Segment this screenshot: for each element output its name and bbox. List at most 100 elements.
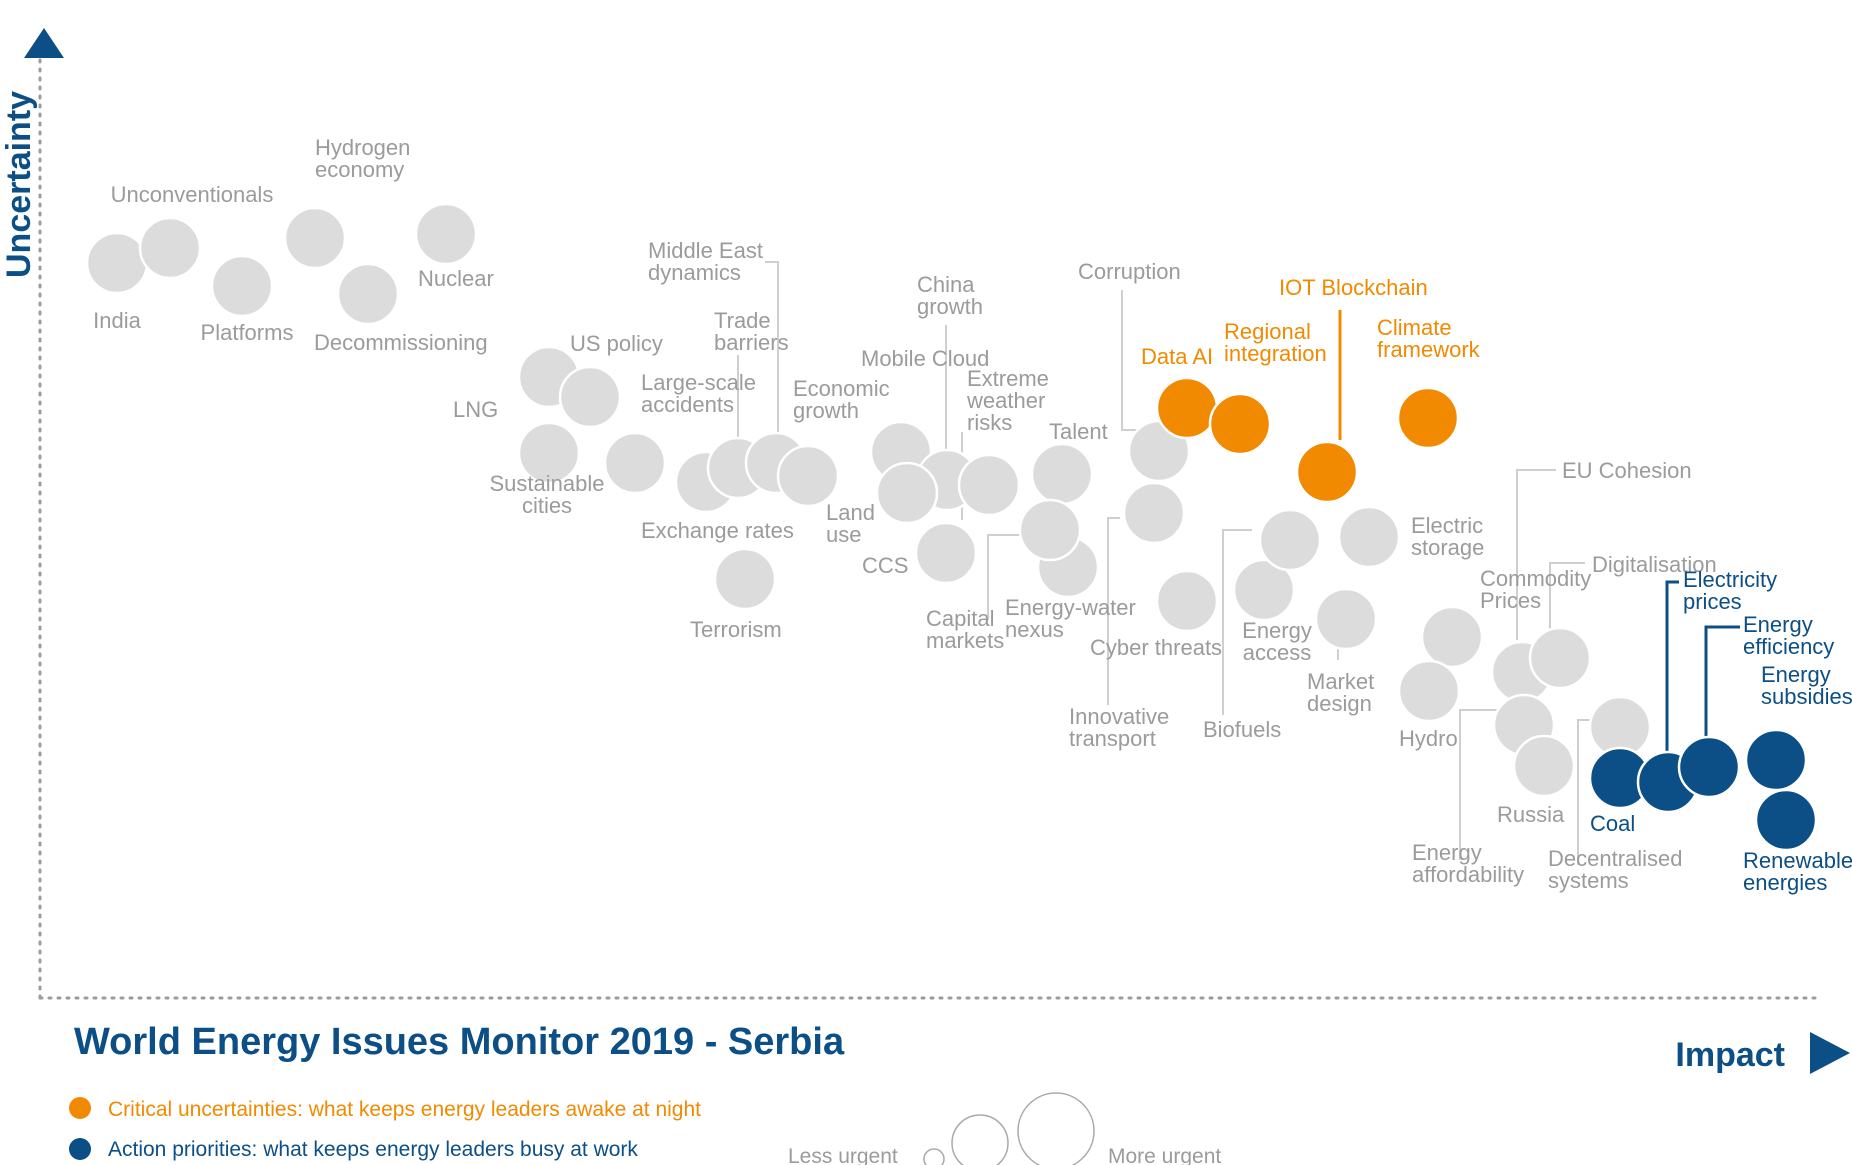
label-talent: Talent	[1049, 419, 1108, 444]
legend-critical-marker	[69, 1097, 91, 1119]
legend: Critical uncertainties: what keeps energ…	[69, 1092, 1221, 1165]
bubble-sustainable-cities	[517, 421, 581, 485]
legend-size-more-label: More urgent	[1108, 1145, 1221, 1165]
label-eu-cohesion: EU Cohesion	[1562, 458, 1692, 483]
label-cyber-threats: Cyber threats	[1090, 635, 1222, 660]
bubble-renewable-energies	[1754, 788, 1818, 852]
bubble-platforms	[210, 254, 274, 318]
label-renewable-energies: Renewable energies	[1743, 848, 1852, 895]
label-nuclear: Nuclear	[418, 266, 494, 291]
bubble-india	[85, 231, 149, 295]
leader-line	[765, 261, 779, 470]
label-energy-efficiency: Energy efficiency	[1743, 612, 1834, 659]
bubble-hydrogen-economy	[283, 206, 347, 270]
label-commodity-prices: Commodity Prices	[1480, 566, 1591, 613]
y-axis-label: Uncertainty	[0, 91, 38, 278]
bubble-energy-access	[1232, 558, 1296, 622]
label-corruption: Corruption	[1078, 259, 1181, 284]
bubble-biofuels	[1258, 508, 1322, 572]
leader-line-energy-efficiency	[1704, 625, 1740, 740]
bubble-large-scale-accidents	[603, 431, 667, 495]
bubble-hydro	[1397, 659, 1461, 723]
label-market-design: Market design	[1307, 669, 1374, 716]
label-hydrogen-economy: Hydrogen economy	[315, 135, 410, 182]
legend-size-small-circle	[923, 1148, 945, 1165]
leader-line	[1459, 709, 1500, 860]
bubble-capital-markets	[1018, 498, 1082, 562]
x-axis-label: Impact	[1675, 1036, 1785, 1074]
label-extreme-weather-risks: Extreme weather risks	[966, 366, 1049, 435]
bubble-market-design	[1314, 587, 1378, 651]
label-biofuels: Biofuels	[1203, 717, 1281, 742]
label-trade-barriers: Trade barriers	[714, 308, 789, 355]
bubble-climate-framework	[1396, 386, 1460, 450]
bubble-energy-efficiency	[1677, 735, 1741, 799]
bubble-cyber-threats	[1155, 569, 1219, 633]
label-data-ai: Data AI	[1141, 344, 1213, 369]
label-capital-markets: Capital markets	[926, 606, 1004, 653]
bubble-terrorism	[713, 547, 777, 611]
bubble-energy-subsidies	[1744, 728, 1808, 792]
label-us-policy: US policy	[570, 331, 663, 356]
leader-line	[987, 534, 1020, 620]
leader-lines-action	[1665, 580, 1740, 760]
x-axis-arrow-icon	[1810, 1032, 1850, 1074]
leader-line	[1516, 469, 1556, 640]
bubble-unconventionals	[138, 216, 202, 280]
label-climate-framework: Climate framework	[1377, 315, 1481, 362]
label-ccs: CCS	[862, 553, 908, 578]
bubble-economic-growth	[776, 444, 840, 508]
bubble-land-use	[875, 461, 939, 525]
label-lng: LNG	[453, 397, 498, 422]
bubble-data-ai	[1155, 376, 1219, 440]
legend-action-marker	[69, 1138, 91, 1160]
bubble-electric-storage	[1337, 505, 1401, 569]
bubble-digitalisation	[1528, 626, 1592, 690]
legend-size-large-circle	[1017, 1092, 1095, 1165]
bubble-russia	[1512, 734, 1576, 798]
legend-critical-label: Critical uncertainties: what keeps energ…	[108, 1098, 701, 1121]
legend-action-label: Action priorities: what keeps energy lea…	[108, 1138, 638, 1161]
label-energy-access: Energy access	[1242, 618, 1312, 665]
bubble-iot-blockchain	[1295, 440, 1359, 504]
label-russia: Russia	[1497, 802, 1565, 827]
legend-size-less-label: Less urgent	[788, 1145, 898, 1165]
label-decentralised-systems: Decentralised systems	[1548, 846, 1683, 893]
label-innovative-transport: Innovative transport	[1069, 704, 1169, 751]
label-china-growth: China growth	[917, 272, 983, 319]
label-digitalisation: Digitalisation	[1592, 552, 1717, 577]
bubble-nuclear	[414, 202, 478, 266]
bubble-extreme-weather-risks	[957, 453, 1021, 517]
bubbles	[85, 202, 1818, 852]
label-platforms: Platforms	[201, 320, 294, 345]
label-coal: Coal	[1590, 811, 1635, 836]
label-terrorism: Terrorism	[690, 617, 782, 642]
label-sustainable-cities: Sustainable cities	[490, 471, 605, 518]
leader-line	[1107, 517, 1120, 705]
bubble-commodity-prices	[1420, 605, 1484, 669]
leader-line-electricity-prices	[1665, 580, 1679, 760]
label-energy-water-nexus: Energy-water nexus	[1005, 595, 1136, 642]
label-hydro: Hydro	[1399, 726, 1458, 751]
label-economic-growth: Economic growth	[793, 376, 890, 423]
label-regional-integration: Regional integration	[1224, 319, 1327, 366]
y-axis-arrow-icon	[24, 28, 64, 58]
label-land-use: Land use	[826, 500, 875, 547]
label-decommissioning: Decommissioning	[314, 330, 488, 355]
label-exchange-rates: Exchange rates	[641, 518, 794, 543]
label-india: India	[93, 308, 141, 333]
label-middle-east-dynamics: Middle East dynamics	[648, 238, 763, 285]
label-iot-blockchain: IOT Blockchain	[1279, 275, 1428, 300]
label-energy-affordability: Energy affordability	[1412, 840, 1524, 887]
bubble-talent	[1030, 442, 1094, 506]
legend-size-medium-circle	[951, 1114, 1009, 1165]
leader-line	[1121, 290, 1140, 431]
label-electricity-prices: Electricity prices	[1683, 567, 1777, 614]
label-unconventionals: Unconventionals	[111, 182, 274, 207]
bubble-ccs	[914, 521, 978, 585]
bubble-innovative-transport	[1122, 481, 1186, 545]
leader-line	[1222, 529, 1252, 715]
bubble-labels: India Unconventionals Platforms Hydrogen eco…	[93, 135, 1852, 895]
label-large-scale-accidents: Large-scale accidents	[641, 370, 756, 417]
